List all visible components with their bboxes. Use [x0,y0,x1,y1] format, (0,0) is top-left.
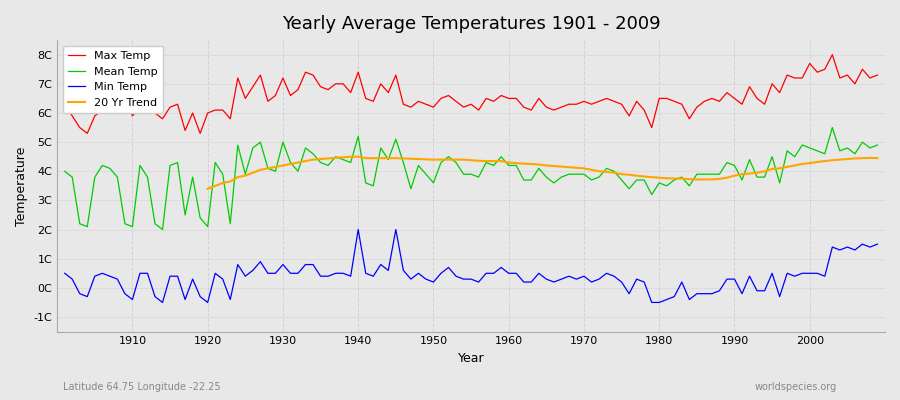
Max Temp [82,131,93,136]
Max Temp [59,102,70,107]
20 Yr Trend [413,157,424,162]
Max Temp [292,87,303,92]
20 Yr Trend [292,160,303,165]
Text: worldspecies.org: worldspecies.org [755,382,837,392]
Max Temp [338,82,348,86]
Min Temp [120,291,130,296]
Min Temp [518,280,529,284]
Mean Temp [601,166,612,171]
Mean Temp [59,169,70,174]
Mean Temp [292,169,303,174]
Mean Temp [503,163,514,168]
Min Temp [608,274,619,279]
Min Temp [59,271,70,276]
Legend: Max Temp, Mean Temp, Min Temp, 20 Yr Trend: Max Temp, Mean Temp, Min Temp, 20 Yr Tre… [63,46,163,114]
Min Temp [158,300,168,305]
Mean Temp [827,125,838,130]
Title: Yearly Average Temperatures 1901 - 2009: Yearly Average Temperatures 1901 - 2009 [282,15,661,33]
20 Yr Trend [850,156,860,161]
Mean Temp [338,157,348,162]
Line: 20 Yr Trend: 20 Yr Trend [208,157,878,189]
Line: Min Temp: Min Temp [65,230,878,302]
Min Temp [511,271,522,276]
20 Yr Trend [346,154,356,159]
Text: Latitude 64.75 Longitude -22.25: Latitude 64.75 Longitude -22.25 [63,382,220,392]
Min Temp [872,242,883,246]
Min Temp [338,271,348,276]
Max Temp [872,73,883,78]
Y-axis label: Temperature: Temperature [15,146,28,226]
Max Temp [511,96,522,101]
Line: Mean Temp: Mean Temp [65,128,878,230]
20 Yr Trend [767,166,778,171]
20 Yr Trend [202,186,213,191]
20 Yr Trend [782,164,793,169]
Max Temp [601,96,612,101]
Mean Temp [872,143,883,148]
X-axis label: Year: Year [458,352,484,365]
Max Temp [827,52,838,57]
Mean Temp [120,221,130,226]
20 Yr Trend [872,156,883,160]
Min Temp [292,271,303,276]
Mean Temp [158,227,168,232]
Mean Temp [511,163,522,168]
20 Yr Trend [677,176,688,181]
Min Temp [353,227,364,232]
Line: Max Temp: Max Temp [65,55,878,133]
Max Temp [503,96,514,101]
Max Temp [127,114,138,118]
